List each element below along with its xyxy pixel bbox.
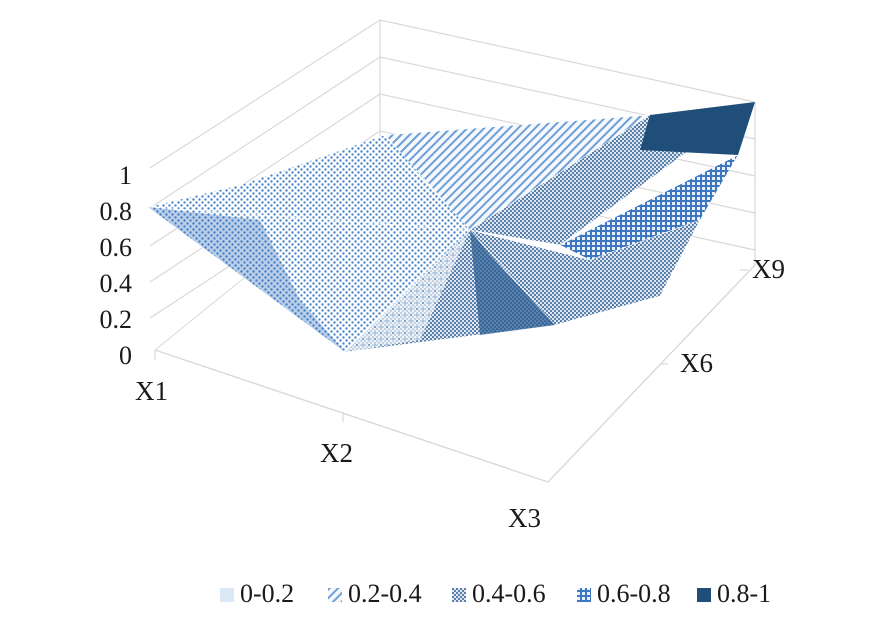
legend: 0-0.2 0.2-0.4 0.4-0.6 0.6-0.8 0.8-1 (220, 579, 771, 608)
legend-swatch-04-06 (452, 588, 466, 602)
facet-front-left-light (345, 230, 470, 352)
x-axis-label-x1: X1 (135, 376, 168, 406)
legend-item-02-04: 0.2-0.4 (328, 579, 422, 608)
legend-item-04-06: 0.4-0.6 (452, 579, 546, 608)
depth-axis-label-x9: X9 (752, 254, 785, 284)
legend-item-0-02: 0-0.2 (220, 579, 294, 608)
z-tick-label: 1 (119, 161, 132, 190)
z-tick-label: 0.4 (100, 269, 133, 298)
facet-front-dark (470, 230, 555, 335)
floor-right-edge (547, 264, 756, 483)
legend-item-06-08: 0.6-0.8 (577, 579, 671, 608)
legend-swatch-08-1 (697, 588, 711, 602)
z-tick-label: 0.2 (100, 305, 133, 334)
side-wall-line-1 (379, 19, 756, 103)
legend-swatch-0-02 (220, 588, 234, 602)
legend-swatch-02-04 (328, 588, 342, 602)
legend-swatch-06-08 (577, 588, 591, 602)
depth-axis-labels: X9 X6 (680, 254, 785, 378)
legend-label-08-1: 0.8-1 (717, 579, 771, 608)
facet-left-shade (148, 207, 345, 352)
back-wall-line-08 (149, 56, 381, 209)
z-axis-ticks: 0 0.2 0.4 0.6 0.8 1 (100, 161, 133, 370)
x-axis-label-x3: X3 (508, 503, 541, 533)
front-axis-labels: X1 X2 X3 (135, 376, 541, 533)
legend-label-04-06: 0.4-0.6 (472, 579, 546, 608)
z-tick-label: 0.6 (100, 233, 133, 262)
depth-axis-label-x6: X6 (680, 348, 713, 378)
surface (147, 101, 756, 353)
x-axis-label-x2: X2 (320, 438, 353, 468)
facet-top-right-dark (640, 102, 755, 155)
z-tick-label: 0.8 (100, 197, 133, 226)
legend-label-0-02: 0-0.2 (240, 579, 294, 608)
legend-label-06-08: 0.6-0.8 (597, 579, 671, 608)
z-tick-label: 0 (119, 341, 132, 370)
legend-item-08-1: 0.8-1 (697, 579, 771, 608)
floor-front-edge (154, 349, 549, 483)
back-wall-top (149, 19, 381, 169)
legend-label-02-04: 0.2-0.4 (348, 579, 422, 608)
